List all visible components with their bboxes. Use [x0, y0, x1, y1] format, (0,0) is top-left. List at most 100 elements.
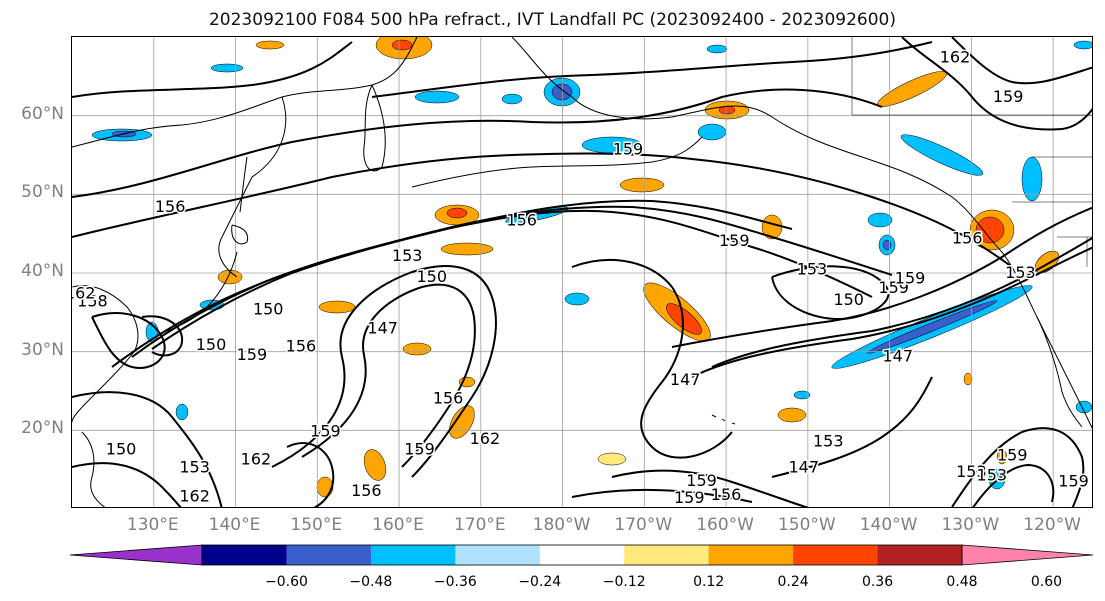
contour-label: 147: [883, 347, 914, 366]
contour-label: 147: [367, 318, 398, 337]
contour-label: 159: [310, 421, 341, 440]
contour-label: 159: [895, 269, 926, 288]
positive-anomaly-patch: [1034, 250, 1060, 274]
contour-label: 150: [833, 290, 864, 309]
contour-label: 159: [686, 471, 717, 490]
colorbar-tick-label: −0.36: [433, 574, 477, 590]
coastline-taiwan-philippines: [81, 431, 106, 507]
longitude-label: 170°E: [453, 515, 506, 535]
coastline-hokkaido: [231, 224, 249, 245]
coastline-sakhalin: [239, 156, 248, 213]
coastline-alaska: [511, 37, 1092, 429]
colorbar-tick-label: 0.12: [693, 574, 725, 590]
hawaii-islands: [711, 414, 736, 425]
contour-line: [671, 206, 1092, 348]
contour-label: 153: [956, 462, 987, 481]
longitude-label: 150°E: [290, 515, 343, 535]
contour-label: 147: [670, 370, 701, 389]
contour-label: 156: [286, 336, 317, 355]
contour-label: 153: [179, 458, 210, 477]
contour-line: [72, 88, 883, 198]
contour-line: [72, 391, 223, 507]
contour-label: 153: [392, 246, 423, 265]
contour-line: [571, 488, 753, 503]
colorbar-cell: [202, 545, 287, 565]
colorbar-cell: [793, 545, 879, 565]
contour-line: [691, 246, 1092, 378]
longitude-label: 120°W: [1023, 515, 1081, 535]
contour-label: 150: [196, 335, 227, 354]
contour-label: 150: [106, 439, 137, 458]
contour-line: [141, 315, 184, 357]
longitude-label: 180°W: [532, 515, 591, 535]
anomaly-shading: [91, 37, 1092, 498]
contour-line: [771, 376, 933, 478]
contour-label: 156: [506, 211, 537, 230]
contour-label: 158: [77, 292, 108, 311]
positive-anomaly-patch: [597, 452, 627, 466]
colorbar-cell: [877, 545, 963, 565]
contour-label: 162: [241, 450, 272, 469]
positive-anomaly-patch: [217, 269, 243, 285]
refractivity-contours: [72, 37, 1092, 507]
positive-anomaly-patch: [446, 207, 468, 219]
latitude-label: 40°N: [21, 261, 64, 281]
positive-anomaly-patch: [975, 216, 1005, 244]
latitude-label: 30°N: [21, 339, 64, 360]
negative-anomaly-patch: [551, 83, 573, 101]
negative-anomaly-patch: [564, 292, 590, 306]
contour-label: 162: [940, 48, 971, 67]
longitude-label: 160°E: [372, 515, 424, 535]
negative-anomaly-patch: [867, 212, 893, 228]
contour-line: [286, 442, 335, 507]
longitude-label: 130°W: [941, 515, 1000, 535]
contour-label: 162: [72, 284, 95, 303]
contour-label: 153: [1005, 263, 1036, 282]
coastline-asia: [72, 37, 418, 148]
contour-label: 147: [788, 458, 819, 477]
negative-anomaly-patch: [866, 300, 998, 354]
colorbar: [70, 544, 1094, 566]
contour-line: [901, 37, 1092, 131]
contour-label: 159: [997, 446, 1028, 465]
colorbar-cell: [286, 545, 372, 565]
positive-anomaly-patch: [877, 71, 947, 107]
contour-line: [72, 152, 1013, 268]
contour-line: [571, 259, 733, 459]
contour-label: 156: [433, 388, 464, 407]
colorbar-extend-low: [70, 544, 203, 566]
contour-line: [371, 41, 933, 98]
negative-anomaly-patch: [900, 134, 984, 176]
colorbar-cell: [539, 545, 625, 565]
contour-label: 162: [470, 429, 501, 448]
graticule-grid: [72, 37, 1092, 507]
coastline-baja: [1036, 316, 1083, 428]
negative-anomaly-patch: [501, 93, 523, 105]
contour-label: 156: [711, 485, 742, 504]
contour-label: 159: [404, 439, 435, 458]
contour-line: [72, 41, 353, 98]
contour-line: [91, 312, 166, 369]
contour-label: 153: [797, 259, 828, 278]
positive-anomaly-patch: [318, 300, 356, 314]
negative-anomaly-patch: [697, 123, 727, 141]
colorbar-tick-label: −0.48: [349, 574, 393, 590]
contour-label: 162: [179, 487, 210, 506]
positive-anomaly-patch: [363, 449, 387, 481]
contour-label: 153: [977, 465, 1008, 484]
colorbar-tick-label: 0.60: [1030, 574, 1063, 590]
negative-anomaly-patch: [175, 403, 189, 421]
longitude-label: 130°E: [126, 515, 179, 535]
map-panel: 162 159 159 156 159 153 153 150 150 159 159 153 156 1…: [71, 36, 1093, 508]
positive-anomaly-patch: [440, 242, 494, 256]
colorbar-cell: [370, 545, 456, 565]
longitude-label: 170°W: [614, 515, 673, 535]
contour-label: 153: [813, 432, 844, 451]
longitude-label: 140°W: [859, 515, 918, 535]
colorbar-outline: [201, 544, 963, 566]
latitude-label: 20°N: [21, 418, 64, 439]
positive-anomaly-patch: [666, 303, 702, 335]
contour-line: [611, 469, 809, 507]
